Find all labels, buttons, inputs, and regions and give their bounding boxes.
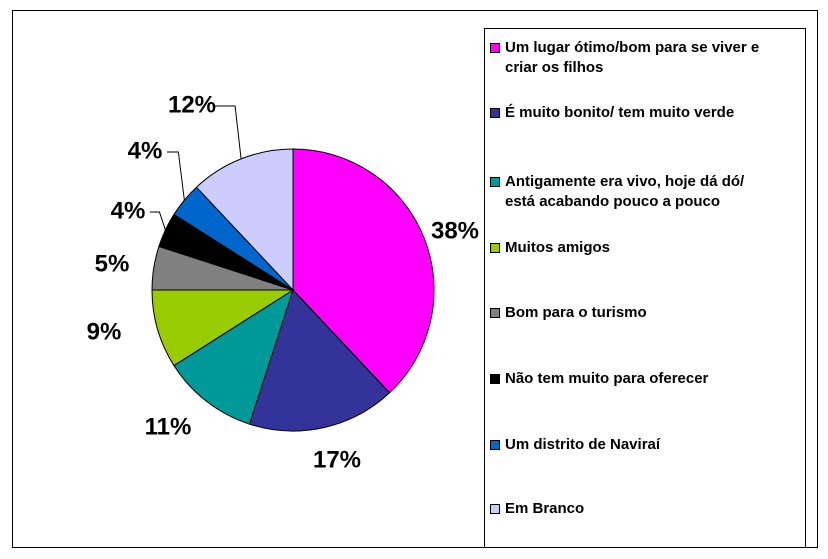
legend-label: É muito bonito/ tem muito verde bbox=[505, 104, 735, 121]
pie-slice bbox=[292, 148, 435, 394]
legend-label: Em Branco bbox=[505, 500, 585, 517]
legend-swatch bbox=[490, 440, 500, 450]
legend-swatch bbox=[490, 374, 500, 384]
data-label: 5% bbox=[95, 250, 130, 277]
pie-slice bbox=[173, 288, 294, 425]
pie-slice bbox=[151, 289, 295, 367]
data-label: 4% bbox=[128, 137, 163, 164]
legend-swatch bbox=[490, 243, 500, 253]
data-label: 38% bbox=[431, 217, 479, 244]
legend-label: Bom para o turismo bbox=[505, 304, 647, 321]
legend-label: Um lugar ótimo/bom para se viver e criar… bbox=[505, 39, 760, 76]
data-label: 12% bbox=[168, 91, 216, 118]
legend-swatch bbox=[490, 43, 500, 53]
pie-slice bbox=[195, 148, 294, 292]
legend-swatch bbox=[490, 308, 500, 318]
data-label: 11% bbox=[145, 413, 192, 440]
legend-label: Antigamente era vivo, hoje dá dó/ está a… bbox=[505, 173, 745, 210]
legend-label: Um distrito de Naviraí bbox=[505, 436, 661, 453]
legend-label: Muitos amigos bbox=[505, 239, 611, 256]
legend-label: Não tem muito para oferecer bbox=[505, 370, 709, 387]
leader-line bbox=[150, 211, 166, 231]
legend-swatch bbox=[490, 504, 500, 514]
legend-swatch bbox=[490, 108, 500, 118]
data-label: 9% bbox=[87, 318, 122, 345]
legend-box bbox=[484, 28, 806, 548]
data-label: 4% bbox=[111, 197, 146, 224]
leader-line bbox=[167, 151, 185, 201]
legend-swatch bbox=[490, 177, 500, 187]
leader-line bbox=[214, 105, 242, 159]
data-label: 17% bbox=[313, 446, 361, 473]
pie-slice bbox=[248, 289, 391, 432]
